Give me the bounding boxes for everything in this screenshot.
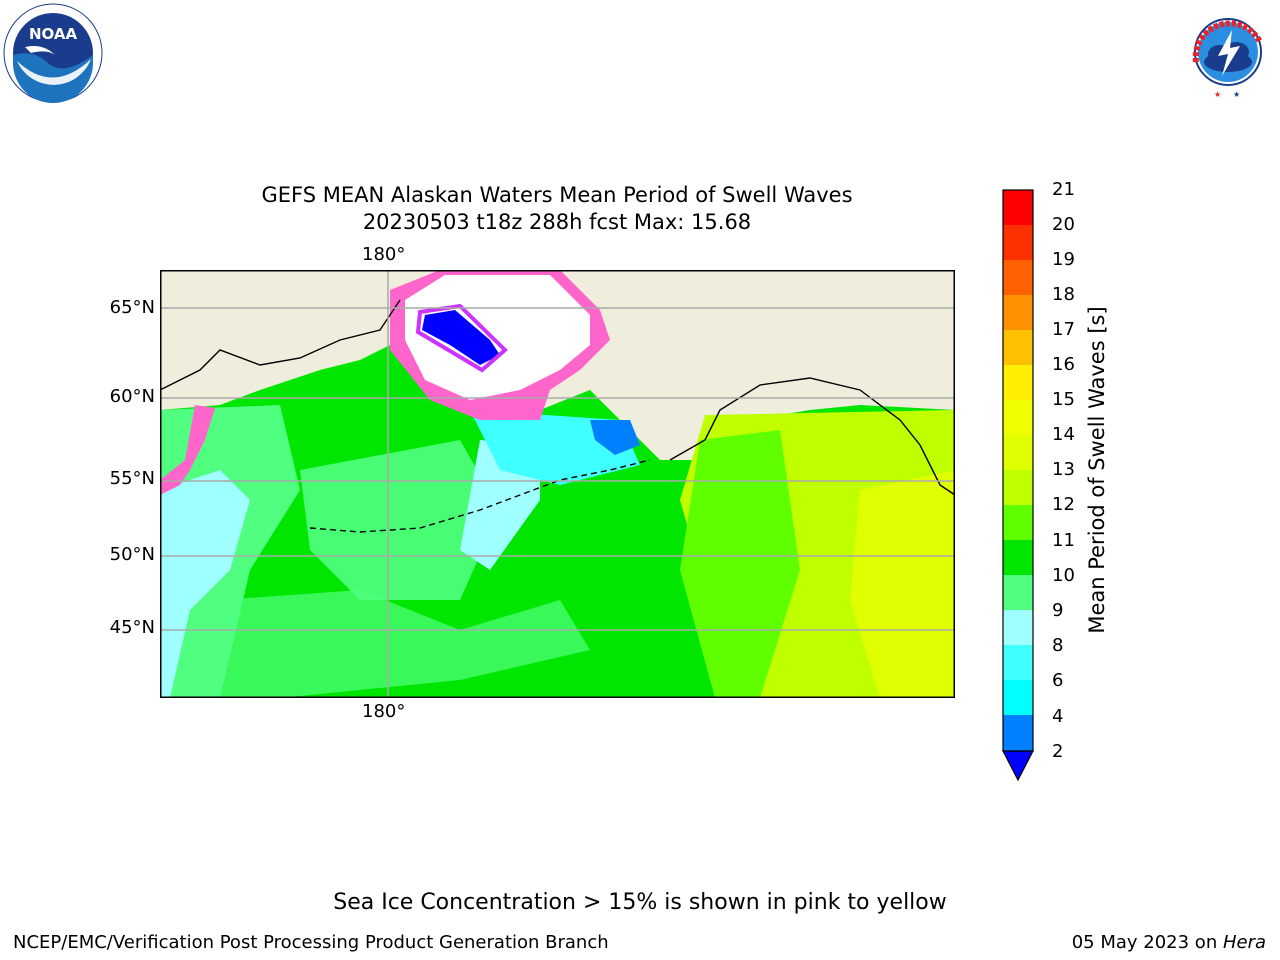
coastline-alaska [669,377,955,496]
sea-ice-core [422,310,500,365]
lat-label-65: 65°N [109,297,155,318]
ocean-9-10-mid [300,440,500,600]
noaa-logo-text: NOAA [29,25,78,43]
cbar-tick-15: 15 [1052,389,1075,410]
footer-host: Hera [1222,932,1266,953]
cbar-tick-10: 10 [1052,565,1075,586]
cbar-13-14 [1003,435,1033,470]
cbar-tick-11: 11 [1052,530,1075,551]
ocean-11-12-east [680,430,800,698]
lon-label-bottom: 180° [362,701,406,722]
cbar-tick-19: 19 [1052,249,1075,270]
cbar-18-19 [1003,260,1033,295]
chart-title: GEFS MEAN Alaskan Waters Mean Period of … [261,183,853,207]
chart-subtitle: 20230503 t18z 288h fcst Max: 15.68 [362,210,752,234]
cbar-2-4 [1003,715,1033,751]
ice-west-edge [160,405,215,495]
cbar-tick-8: 8 [1052,635,1064,656]
cbar-tick-18: 18 [1052,284,1075,305]
cbar-11-12 [1003,505,1033,540]
coastline-siberia [160,299,401,391]
cbar-4-6 [1003,680,1033,715]
cbar-19-20 [1003,225,1033,260]
footer-date: 05 May 2023 on Hera [1072,932,1266,953]
cbar-tick-9: 9 [1052,600,1064,621]
colorbar-svg [1002,189,1034,782]
cbar-tick-13: 13 [1052,459,1075,480]
cbar-15-16 [1003,365,1033,400]
aleutian-chain [309,459,651,533]
cbar-tick-12: 12 [1052,494,1075,515]
cbar-8-9 [1003,610,1033,645]
sea-ice-core-edge [415,303,508,373]
cbar-tick-6: 6 [1052,670,1064,691]
map-svg [160,270,955,698]
cbar-tick-20: 20 [1052,214,1075,235]
ocean-8-9-west [160,470,250,698]
colorbar-label: Mean Period of Swell Waves [s] [1085,306,1109,634]
bristol-bay-blue [590,420,640,455]
cbar-tick-4: 4 [1052,706,1064,727]
sea-ice-note: Sea Ice Concentration > 15% is shown in … [333,890,947,915]
lat-label-60: 60°N [109,386,155,407]
cbar-underflow [1002,750,1034,782]
map-frame [160,270,955,698]
cbar-tick-2: 2 [1052,741,1064,762]
ocean-13-14-far-east [850,470,955,698]
noaa-logo: NOAA [3,3,103,103]
cbar-9-10 [1003,575,1033,610]
footer-credit: NCEP/EMC/Verification Post Processing Pr… [13,932,609,953]
svg-text:★: ★ [1214,90,1221,99]
cbar-16-17 [1003,330,1033,365]
cbar-17-18 [1003,295,1033,330]
cbar-tick-21: 21 [1052,179,1075,200]
svg-text:★: ★ [1233,90,1240,99]
graticule [160,270,955,698]
lon-label-top: 180° [362,244,406,265]
cbar-tick-16: 16 [1052,354,1075,375]
lat-label-55: 55°N [109,468,155,489]
cbar-tick-17: 17 [1052,319,1075,340]
cbar-frame [1002,189,1034,752]
footer-date-text: 05 May 2023 on [1071,932,1223,953]
colorbar [1002,188,1034,783]
map-panel [160,270,955,698]
cbar-14-15 [1003,400,1033,435]
ocean-9-10-south [220,590,590,698]
cbar-6-8 [1003,645,1033,680]
nws-logo: ★ ★ [1178,2,1278,102]
lat-label-45: 45°N [109,617,155,638]
cbar-10-11 [1003,540,1033,575]
cbar-12-13 [1003,470,1033,505]
lat-label-50: 50°N [109,544,155,565]
cbar-20-21 [1003,190,1033,225]
cbar-tick-14: 14 [1052,424,1075,445]
